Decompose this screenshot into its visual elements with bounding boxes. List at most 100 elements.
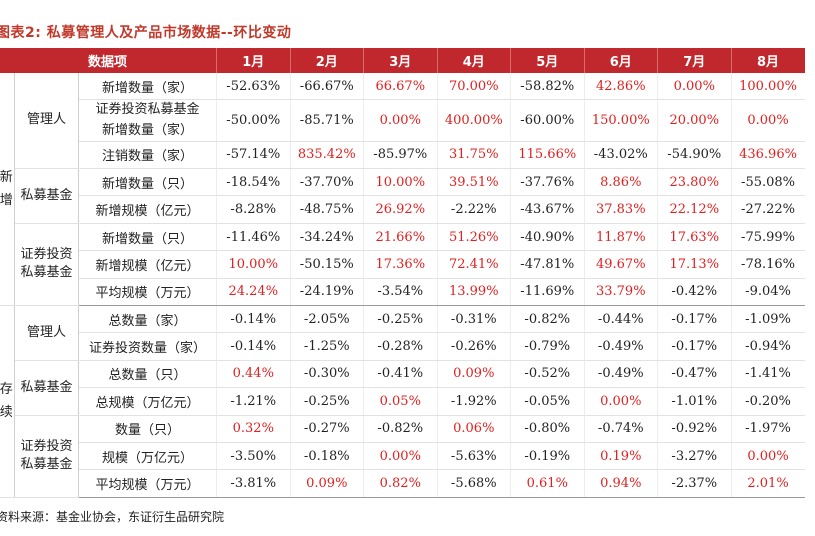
value-cell: -11.46%: [216, 223, 291, 252]
value-cell: 31.75%: [436, 141, 511, 170]
value-cell: -0.79%: [510, 332, 585, 361]
row-label: 新增规模（亿元）: [77, 195, 217, 224]
table-row: 平均规模（万元） -3.81% 0.09% 0.82% -5.68% 0.61% 0.94%…: [0, 469, 805, 498]
section-label: 管理人: [14, 305, 79, 361]
value-cell: -0.82%: [363, 415, 438, 443]
header-month: 3月: [363, 48, 438, 73]
value-cell: -0.17%: [657, 332, 732, 361]
value-cell: -9.04%: [730, 278, 805, 307]
row-label: 新增数量（家）: [77, 73, 217, 101]
value-cell: -0.52%: [510, 360, 585, 389]
value-cell: -0.49%: [583, 360, 658, 389]
section-label: 证券投资 私募基金: [14, 223, 79, 307]
value-cell: -43.67%: [510, 195, 585, 224]
section-label: 证券投资 私募基金: [14, 415, 79, 498]
table-row: 总规模（万亿元） -1.21% -0.25% 0.05% -1.92% -0.05% 0.0…: [0, 387, 805, 416]
value-cell: -0.47%: [657, 360, 732, 389]
table-row: 新增管理人 新增数量（家） -52.63% -66.67% 66.67% 70.00% -5…: [0, 73, 805, 307]
value-cell: -2.05%: [289, 305, 364, 334]
section-label: 私募基金: [14, 360, 79, 416]
row-label: 注销数量（家）: [77, 141, 217, 170]
value-cell: -85.97%: [363, 141, 438, 170]
value-cell: 0.00%: [730, 99, 805, 142]
value-cell: 49.67%: [583, 250, 658, 279]
value-cell: -11.69%: [510, 278, 585, 307]
header-month: 7月: [657, 48, 732, 73]
group-label: 存续: [0, 305, 15, 498]
value-cell: 24.24%: [216, 278, 291, 307]
header-month: 4月: [436, 48, 511, 73]
value-cell: -5.63%: [436, 442, 511, 471]
value-cell: -54.90%: [657, 141, 732, 170]
value-cell: 0.06%: [436, 415, 511, 443]
value-cell: -0.31%: [436, 305, 511, 334]
value-cell: -1.09%: [730, 305, 805, 334]
value-cell: 21.66%: [363, 223, 438, 252]
value-cell: 70.00%: [436, 73, 511, 101]
value-cell: -1.92%: [436, 387, 511, 416]
header-month: 6月: [583, 48, 658, 73]
value-cell: -0.30%: [289, 360, 364, 389]
table-row: 证券投资私募基金 新增数量（家） -50.00% -85.71% 0.00% 400.00…: [0, 99, 805, 142]
value-cell: -0.27%: [289, 415, 364, 443]
value-cell: -18.54%: [216, 168, 291, 197]
row-label: 总数量（只）: [77, 360, 217, 389]
header-month: 1月: [216, 48, 291, 73]
value-cell: -1.21%: [216, 387, 291, 416]
value-cell: 66.67%: [363, 73, 438, 101]
value-cell: 37.83%: [583, 195, 658, 224]
value-cell: 10.00%: [216, 250, 291, 279]
value-cell: -27.22%: [730, 195, 805, 224]
value-cell: -3.27%: [657, 442, 732, 471]
value-cell: 8.86%: [583, 168, 658, 197]
value-cell: 436.96%: [730, 141, 805, 170]
value-cell: -0.94%: [730, 332, 805, 361]
value-cell: -57.14%: [216, 141, 291, 170]
value-cell: 0.61%: [510, 469, 585, 498]
row-label: 平均规模（万元）: [77, 469, 217, 498]
value-cell: -40.90%: [510, 223, 585, 252]
value-cell: -1.01%: [657, 387, 732, 416]
value-cell: 10.00%: [363, 168, 438, 197]
value-cell: -0.25%: [363, 305, 438, 334]
value-cell: 33.79%: [583, 278, 658, 307]
value-cell: -43.02%: [583, 141, 658, 170]
value-cell: -78.16%: [730, 250, 805, 279]
value-cell: -85.71%: [289, 99, 364, 142]
value-cell: 0.82%: [363, 469, 438, 498]
value-cell: -0.42%: [657, 278, 732, 307]
table-row: 存续管理人 总数量（家） -0.14% -2.05% -0.25% -0.31% -0.82…: [0, 305, 805, 498]
header-item: 数据项: [0, 48, 217, 73]
value-cell: 51.26%: [436, 223, 511, 252]
table-row: 新增规模（亿元） 10.00% -50.15% 17.36% 72.41% -47.81%…: [0, 250, 805, 279]
table-row: 新增规模（亿元） -8.28% -48.75% 26.92% -2.22% -43.67%…: [0, 195, 805, 224]
value-cell: -55.08%: [730, 168, 805, 197]
value-cell: -1.41%: [730, 360, 805, 389]
value-cell: 0.00%: [583, 387, 658, 416]
value-cell: -66.67%: [289, 73, 364, 101]
row-label: 新增规模（亿元）: [77, 250, 217, 279]
row-label: 总数量（家）: [77, 305, 217, 334]
value-cell: -1.97%: [730, 415, 805, 443]
source-note: 资料来源：基金业协会，东证衍生品研究院: [0, 510, 225, 524]
value-cell: 0.05%: [363, 387, 438, 416]
value-cell: 0.00%: [363, 442, 438, 471]
value-cell: -0.26%: [436, 332, 511, 361]
value-cell: 0.00%: [657, 73, 732, 101]
data-table: 数据项 1月 2月 3月 4月 5月 6月 7月 8月 新增管理人 新增数量（家）…: [0, 48, 805, 498]
value-cell: 22.12%: [657, 195, 732, 224]
value-cell: -2.37%: [657, 469, 732, 498]
value-cell: 400.00%: [436, 99, 511, 142]
section-label: 私募基金: [14, 168, 79, 224]
row-label: 证券投资私募基金 新增数量（家）: [77, 99, 217, 142]
value-cell: 23.80%: [657, 168, 732, 197]
row-label: 数量（只）: [77, 415, 217, 443]
row-label: 新增数量（只）: [77, 223, 217, 252]
value-cell: -0.17%: [657, 305, 732, 334]
table-row: 证券投资 私募基金 数量（只） 0.32% -0.27% -0.82% 0.06% -0.80…: [0, 415, 805, 498]
value-cell: 0.32%: [216, 415, 291, 443]
value-cell: -0.14%: [216, 305, 291, 334]
value-cell: -0.49%: [583, 332, 658, 361]
table-row: 私募基金 新增数量（只） -18.54% -37.70% 10.00% 39.51% -37…: [0, 168, 805, 224]
value-cell: -0.20%: [730, 387, 805, 416]
